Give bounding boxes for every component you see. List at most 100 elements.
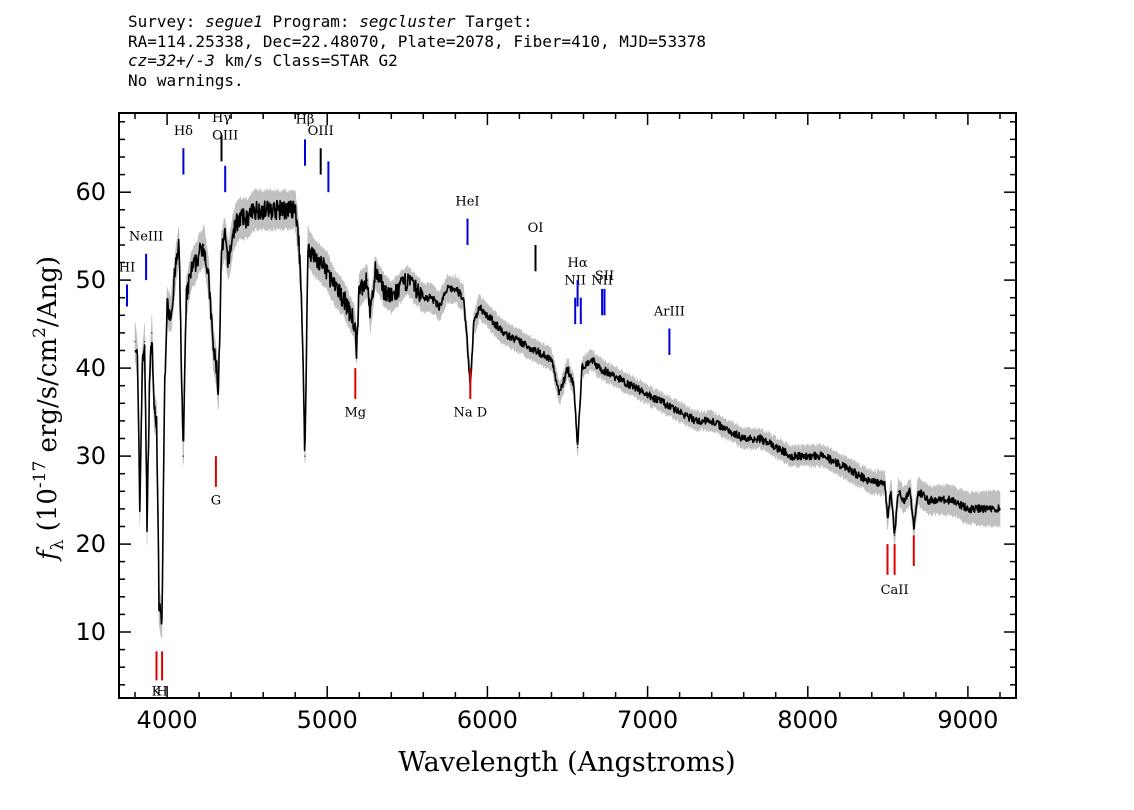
flux-point bbox=[366, 279, 368, 281]
line-label-9: OI bbox=[528, 221, 544, 236]
flux-point bbox=[310, 253, 312, 255]
flux-point bbox=[353, 323, 356, 325]
flux-point bbox=[198, 253, 200, 255]
flux-point bbox=[807, 455, 809, 457]
flux-point bbox=[791, 455, 793, 457]
flux-point bbox=[164, 385, 166, 387]
flux-point bbox=[951, 499, 953, 501]
flux-point bbox=[577, 446, 579, 448]
flux-point bbox=[170, 314, 172, 316]
error-band-area bbox=[134, 187, 1001, 639]
line-label-4: OIII bbox=[212, 128, 238, 143]
flux-point bbox=[185, 297, 187, 299]
axis-ticks: 4000 5000 6000 7000 8000 9000 10 20 30 40 50 60 bbox=[75, 113, 1016, 734]
flux-point bbox=[711, 420, 713, 422]
x-tick-label-6000: 6000 bbox=[457, 706, 518, 734]
flux-point bbox=[438, 305, 440, 308]
flux-point bbox=[679, 411, 681, 413]
flux-point bbox=[153, 411, 155, 413]
flux-point bbox=[917, 490, 919, 492]
flux-point bbox=[935, 499, 937, 501]
line-label-16: K bbox=[152, 684, 162, 699]
flux-point bbox=[208, 279, 210, 281]
flux-point bbox=[890, 490, 892, 492]
flux-point bbox=[430, 297, 432, 299]
line-label-13: NII bbox=[591, 274, 613, 289]
redshift-value: cz=32+/-3 bbox=[128, 51, 215, 70]
flux-point bbox=[695, 420, 697, 422]
flux-point bbox=[473, 323, 475, 325]
flux-point bbox=[220, 253, 223, 255]
survey-value: segue1 bbox=[205, 12, 263, 31]
line-label-22: CaII bbox=[881, 583, 909, 598]
flux-point bbox=[462, 297, 464, 299]
x-tick-label-8000: 8000 bbox=[777, 706, 838, 734]
flux-point bbox=[518, 341, 521, 343]
flux-point bbox=[897, 490, 899, 492]
flux-point bbox=[369, 314, 372, 316]
flux-point bbox=[233, 226, 235, 228]
flux-point bbox=[141, 367, 143, 369]
y-label-sq: 2 bbox=[30, 327, 50, 338]
flux-point bbox=[350, 314, 352, 316]
flux-series bbox=[134, 199, 1001, 625]
flux-point bbox=[983, 508, 985, 510]
header-line-coords: RA=114.25338, Dec=22.48070, Plate=2078, … bbox=[128, 31, 706, 51]
line-label-5: Hβ bbox=[296, 113, 315, 128]
line-label-3: Hγ bbox=[212, 111, 231, 126]
y-label-exp: -17 bbox=[30, 461, 50, 488]
flux-point bbox=[224, 235, 226, 237]
program-label: Program: bbox=[262, 12, 360, 31]
spectrum-header: Survey: segue1 Program: segcluster Targe… bbox=[128, 12, 706, 90]
flux-point bbox=[478, 305, 480, 308]
flux-point bbox=[466, 332, 468, 334]
flux-point bbox=[446, 288, 448, 290]
flux-point bbox=[581, 367, 583, 369]
flux-point bbox=[161, 622, 163, 624]
flux-point bbox=[151, 332, 153, 334]
program-value: segcluster bbox=[359, 12, 456, 31]
flux-point bbox=[558, 393, 561, 396]
flux-point bbox=[727, 429, 729, 431]
flux-point bbox=[486, 314, 488, 316]
flux-point bbox=[743, 437, 745, 440]
y-tick-label-40: 40 bbox=[75, 354, 106, 382]
flux-point bbox=[909, 490, 911, 492]
flux-point bbox=[398, 288, 400, 290]
flux-point bbox=[663, 402, 665, 404]
flux-point bbox=[823, 455, 825, 457]
flux-point bbox=[358, 288, 360, 290]
flux-point bbox=[136, 358, 138, 360]
flux-point bbox=[304, 455, 306, 457]
flux-point bbox=[894, 534, 896, 536]
flux-point bbox=[326, 270, 328, 272]
x-tick-label-4000: 4000 bbox=[137, 706, 198, 734]
flux-point bbox=[615, 376, 617, 378]
flux-point bbox=[238, 218, 240, 220]
flux-point bbox=[254, 209, 256, 211]
flux-point bbox=[203, 244, 205, 246]
flux-point bbox=[148, 385, 150, 387]
line-label-6: OIII bbox=[308, 124, 334, 139]
flux-point bbox=[230, 244, 232, 246]
flux-point bbox=[999, 508, 1001, 510]
spectral-line-markers: HINeIIIHδHγOIIIHβOIIIHeIOINIIHαNIISIIArI… bbox=[119, 111, 915, 699]
flux-point bbox=[278, 209, 280, 211]
flux-point bbox=[967, 508, 969, 510]
y-tick-label-60: 60 bbox=[75, 178, 106, 206]
header-line-survey: Survey: segue1 Program: segcluster Targe… bbox=[128, 12, 533, 31]
target-label: Target: bbox=[455, 12, 533, 31]
flux-point bbox=[534, 349, 537, 352]
flux-point bbox=[195, 261, 197, 264]
line-label-10: NII bbox=[564, 274, 586, 289]
flux-point bbox=[178, 244, 180, 246]
flux-point bbox=[550, 358, 553, 360]
flux-point bbox=[166, 305, 168, 308]
flux-point bbox=[301, 297, 303, 299]
line-label-8: HeI bbox=[455, 194, 479, 209]
flux-point bbox=[334, 288, 336, 290]
flux-point bbox=[174, 270, 176, 272]
flux-point bbox=[913, 525, 915, 528]
flux-point bbox=[927, 499, 929, 501]
flux-point bbox=[454, 288, 456, 290]
